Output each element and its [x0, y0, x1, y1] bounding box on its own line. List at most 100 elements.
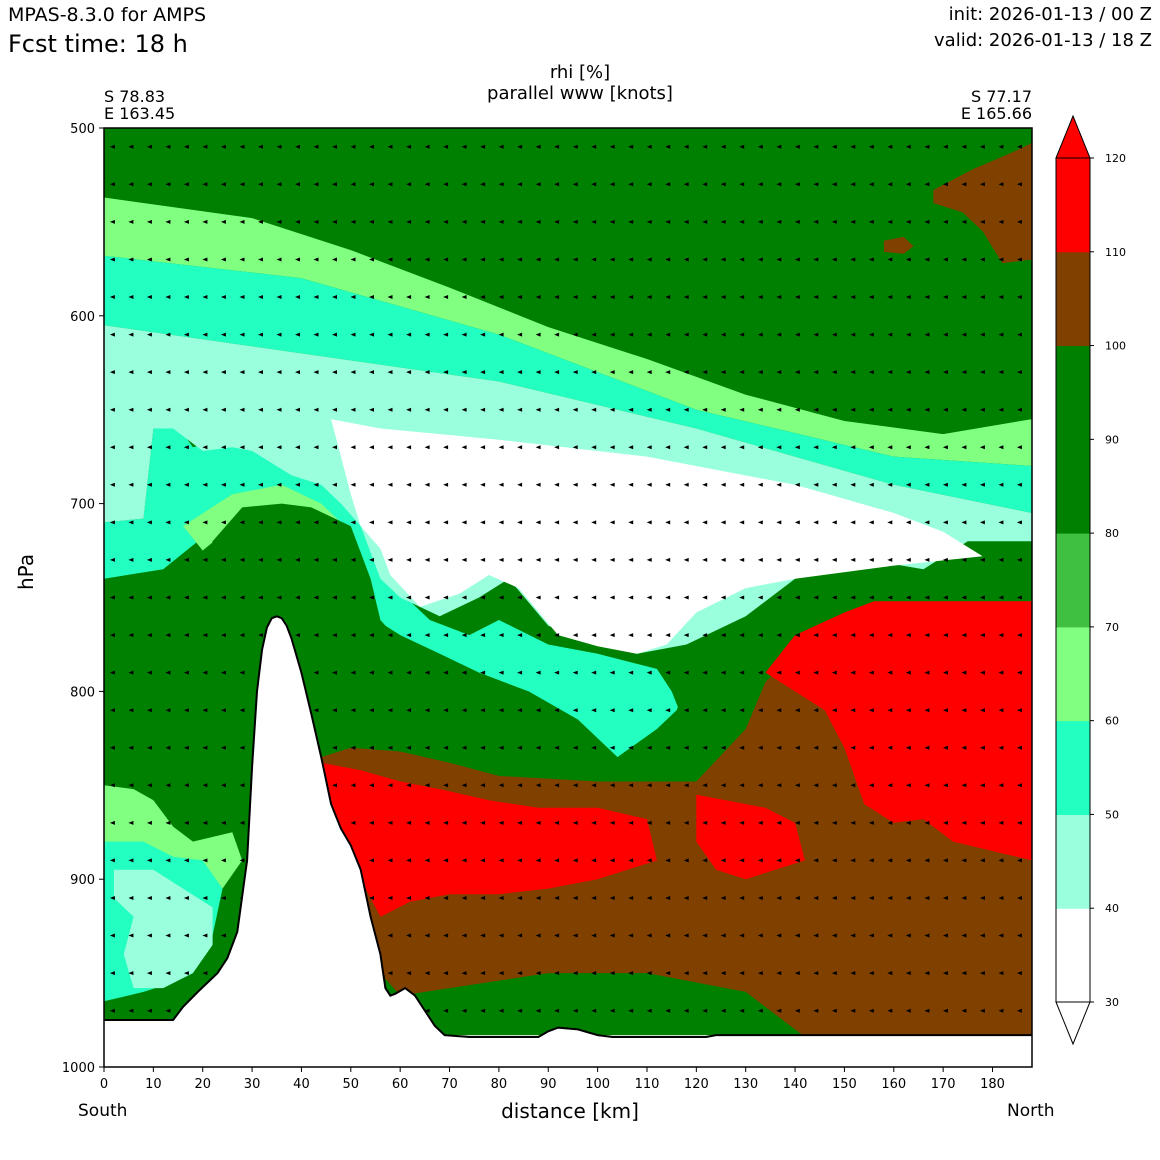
wind-arrow [850, 971, 856, 976]
x-tick-label: 140 [783, 1077, 808, 1092]
wind-arrow [517, 1008, 523, 1013]
wind-arrow [665, 933, 671, 938]
wind-arrow [276, 182, 282, 187]
wind-arrow [128, 520, 134, 525]
wind-arrow [461, 295, 467, 299]
wind-arrow [517, 219, 523, 224]
right-longitude: E 165.66 [960, 104, 1032, 123]
wind-arrow [443, 182, 449, 187]
wind-arrow [554, 332, 560, 337]
wind-arrow [313, 633, 319, 638]
wind-arrow [424, 708, 430, 713]
wind-arrow [887, 257, 893, 262]
wind-arrow [702, 182, 708, 187]
wind-arrow [258, 445, 263, 450]
forecast-time-label: Fcst time: 18 h [8, 30, 188, 58]
colorbar: 30 40 50 60 70 80 90 100 110 120 [1055, 114, 1126, 1046]
wind-arrow [461, 820, 467, 825]
wind-arrow [517, 332, 523, 337]
wind-arrow [258, 182, 263, 187]
wind-arrow [850, 820, 856, 825]
wind-arrow [517, 933, 523, 938]
wind-arrow [757, 445, 763, 450]
wind-arrow [757, 370, 763, 375]
wind-arrow [665, 219, 671, 224]
wind-arrow [628, 445, 634, 450]
wind-arrow [609, 557, 615, 562]
wind-arrow [443, 708, 449, 713]
wind-arrow [831, 933, 837, 938]
wind-arrow [183, 407, 189, 412]
wind-arrow [776, 257, 782, 262]
chart-title-line1: rhi [%] [549, 62, 611, 83]
wind-arrow [109, 933, 115, 938]
wind-arrow [517, 557, 523, 562]
wind-arrow [498, 295, 504, 299]
wind-arrow [702, 633, 708, 638]
wind-arrow [813, 332, 819, 337]
wind-arrow [406, 670, 412, 675]
wind-arrow [332, 370, 337, 375]
wind-arrow [424, 407, 430, 412]
wind-arrow [942, 858, 948, 863]
wind-arrow [424, 783, 430, 788]
wind-arrow [924, 633, 930, 638]
wind-arrow [887, 482, 893, 487]
wind-arrow [350, 445, 356, 450]
wind-arrow [276, 445, 282, 450]
wind-arrow [554, 295, 560, 299]
wind-arrow [665, 482, 671, 487]
y-axis-ticks: 500 600 700 800 900 1000 [62, 122, 104, 1076]
wind-arrow [831, 633, 837, 638]
wind-arrow [665, 858, 671, 863]
wind-arrow [905, 933, 911, 938]
rhi-region-13 [321, 762, 657, 917]
wind-arrow [591, 633, 597, 638]
wind-arrow [369, 557, 374, 562]
wind-arrow [165, 670, 171, 675]
wind-arrow [295, 557, 300, 562]
wind-arrow [831, 745, 837, 750]
wind-arrow [739, 257, 745, 262]
x-tick-label: 160 [881, 1077, 906, 1092]
wind-arrow [554, 219, 560, 224]
wind-arrow [868, 783, 874, 788]
wind-arrow [961, 933, 967, 938]
wind-arrow [1016, 295, 1022, 299]
wind-arrow [702, 295, 708, 299]
wind-arrow [628, 1008, 634, 1013]
wind-arrow [868, 1008, 874, 1013]
wind-arrow [461, 708, 467, 713]
x-tick-label: 110 [635, 1077, 660, 1092]
wind-arrow [646, 1008, 652, 1013]
wind-arrow [313, 407, 319, 412]
wind-arrow [979, 482, 985, 487]
wind-arrow [517, 858, 523, 863]
wind-arrow [739, 820, 745, 825]
wind-arrow [313, 708, 319, 713]
wind-arrow [665, 257, 671, 262]
wind-arrow [461, 670, 467, 675]
wind-arrow [109, 670, 115, 675]
wind-arrow [109, 520, 115, 525]
wind-arrow [813, 482, 819, 487]
wind-arrow [443, 1008, 449, 1013]
wind-arrow [443, 633, 449, 638]
wind-arrow [887, 219, 893, 224]
wind-arrow [109, 332, 115, 337]
wind-arrow [702, 370, 708, 375]
wind-arrow [609, 670, 615, 675]
wind-arrow [998, 896, 1004, 900]
x-tick-label: 10 [145, 1077, 162, 1092]
wind-arrow [128, 971, 134, 976]
wind-arrow [220, 557, 226, 562]
wind-arrow [905, 783, 911, 788]
wind-arrow [1016, 332, 1022, 337]
wind-arrow [702, 670, 708, 675]
wind-arrow [387, 370, 393, 375]
wind-arrow [961, 670, 967, 675]
wind-arrow [646, 445, 652, 450]
wind-arrow [498, 557, 504, 562]
wind-arrow [739, 520, 745, 525]
wind-arrow [665, 182, 671, 187]
